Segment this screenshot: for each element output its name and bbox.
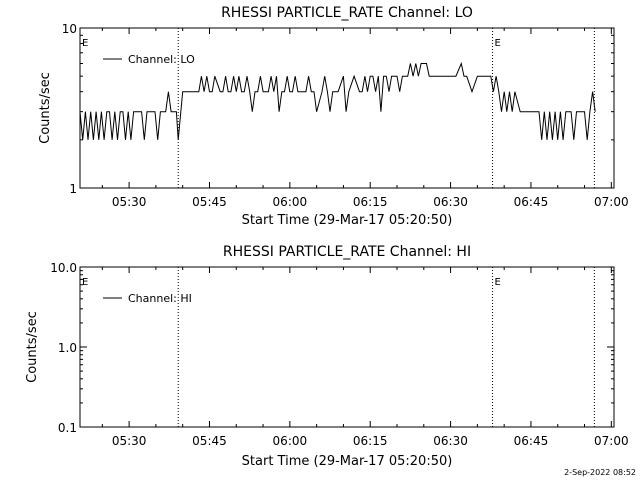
panel-lo: RHESSI PARTICLE_RATE Channel: LO 05:30 05… <box>38 5 629 228</box>
x-tick-label: 07:00 <box>594 195 629 209</box>
x-tick-label: 06:15 <box>353 195 388 209</box>
event-marker-label: E <box>495 38 501 49</box>
y-tick-label: 10.0 <box>50 261 77 275</box>
x-tick-label: 06:00 <box>273 195 308 209</box>
x-tick-label: 05:45 <box>192 434 227 448</box>
y-tick-label: 10 <box>62 22 77 36</box>
panel-lo-x-label: Start Time (29-Mar-17 05:20:50) <box>242 213 453 228</box>
event-marker-label: E <box>82 277 88 288</box>
panel-hi-title: RHESSI PARTICLE_RATE Channel: HI <box>223 244 471 260</box>
panel-lo-x-ticks: 05:30 05:45 06:00 06:15 06:30 06:45 07:00 <box>101 28 629 209</box>
panel-lo-title: RHESSI PARTICLE_RATE Channel: LO <box>221 5 473 21</box>
panel-hi-legend-label: Channel: HI <box>128 292 192 305</box>
y-tick-label: 1 <box>69 182 77 196</box>
x-tick-label: 05:30 <box>112 195 147 209</box>
x-tick-label: 05:30 <box>112 434 147 448</box>
x-tick-label: 05:45 <box>192 195 227 209</box>
x-tick-label: 06:15 <box>353 434 388 448</box>
panel-hi-y-ticks: 0.1 1.0 10.0 <box>50 261 614 435</box>
x-tick-label: 06:45 <box>514 434 549 448</box>
generation-timestamp: 2-Sep-2022 08:52 <box>564 468 636 477</box>
x-tick-label: 06:30 <box>433 195 468 209</box>
panel-lo-vlines <box>177 28 595 188</box>
event-marker-label: E <box>82 38 88 49</box>
panel-lo-y-ticks: 1 10 <box>62 22 614 196</box>
x-tick-label: 06:30 <box>433 434 468 448</box>
x-tick-label: 06:00 <box>273 434 308 448</box>
panel-lo-y-label: Counts/sec <box>38 72 53 144</box>
panel-hi-vlines <box>177 267 595 427</box>
y-tick-label: 0.1 <box>58 421 77 435</box>
panel-hi-frame <box>79 266 615 428</box>
x-tick-label: 07:00 <box>594 434 629 448</box>
event-marker-label: E <box>495 277 501 288</box>
y-tick-label: 1.0 <box>58 341 77 355</box>
x-tick-label: 06:45 <box>514 195 549 209</box>
panel-lo-legend-label: Channel: LO <box>128 53 195 66</box>
panel-hi: RHESSI PARTICLE_RATE Channel: HI 05:30 05… <box>25 244 629 469</box>
panel-hi-x-label: Start Time (29-Mar-17 05:20:50) <box>242 454 453 469</box>
panel-lo-frame <box>79 27 615 189</box>
panel-hi-y-label: Counts/sec <box>25 311 40 383</box>
panel-lo-series-line <box>79 61 596 140</box>
panel-hi-x-ticks: 05:30 05:45 06:00 06:15 06:30 06:45 07:00 <box>101 267 629 448</box>
